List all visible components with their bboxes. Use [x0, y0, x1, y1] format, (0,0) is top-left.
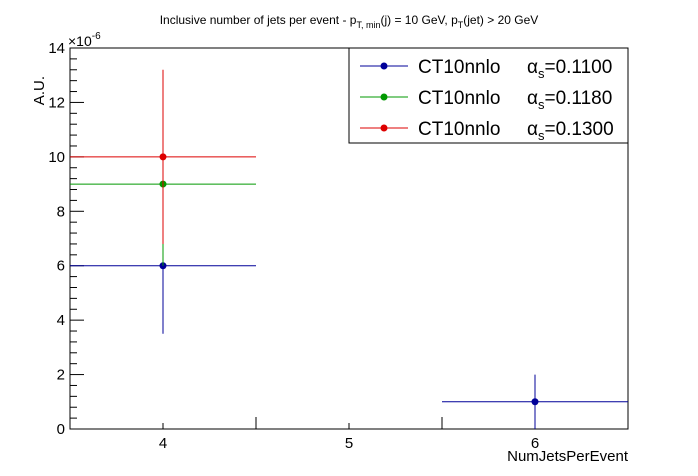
legend-entries: CT10nnlo αs=0.1100 CT10nnlo αs=0.1180 CT10nn… — [360, 57, 614, 143]
y-tick-label: 4 — [57, 312, 65, 329]
x-tick-label: 4 — [159, 435, 167, 452]
x-tick-label: 6 — [531, 435, 539, 452]
y-tick-label: 8 — [57, 203, 65, 220]
data-point — [531, 398, 539, 406]
chart-title: Inclusive number of jets per event - pT,… — [160, 13, 539, 30]
legend-entry-2: CT10nnlo αs=0.1180 — [360, 88, 612, 112]
y-tick-label: 2 — [57, 367, 65, 384]
y-tick-label: 10 — [48, 149, 65, 166]
legend-label: CT10nnlo αs=0.1300 — [418, 119, 614, 143]
series-3 — [70, 69, 256, 244]
legend-entry-1: CT10nnlo αs=0.1100 — [360, 57, 612, 81]
data-point — [159, 153, 167, 161]
legend-marker — [380, 124, 388, 132]
y-tick-label: 6 — [57, 258, 65, 275]
series-layer — [70, 69, 628, 429]
x-axis-label: NumJetsPerEvent — [507, 448, 629, 465]
y-tick-label: 0 — [57, 421, 65, 438]
y-axis: 0 2 4 6 8 10 12 14 — [48, 40, 84, 438]
y-axis-label: A.U. — [31, 76, 48, 105]
legend-box — [348, 47, 629, 144]
x-axis: 4 5 6 — [69, 417, 629, 452]
y-axis-exponent: ×10-6 — [68, 31, 101, 49]
y-tick-label: 12 — [48, 94, 65, 111]
y-tick-label: 14 — [48, 40, 65, 57]
legend-marker — [380, 62, 388, 70]
title-subscript-t: T — [458, 20, 464, 30]
title-subscript-tmin: T, min — [356, 20, 380, 30]
x-tick-label: 5 — [345, 435, 353, 452]
legend-marker — [380, 93, 388, 101]
legend-entry-3: CT10nnlo αs=0.1300 — [360, 119, 614, 143]
legend: CT10nnlo αs=0.1100 CT10nnlo αs=0.1180 CT10nn… — [348, 47, 629, 144]
legend-label: CT10nnlo αs=0.1100 — [418, 57, 612, 81]
legend-label: CT10nnlo αs=0.1180 — [418, 88, 612, 112]
